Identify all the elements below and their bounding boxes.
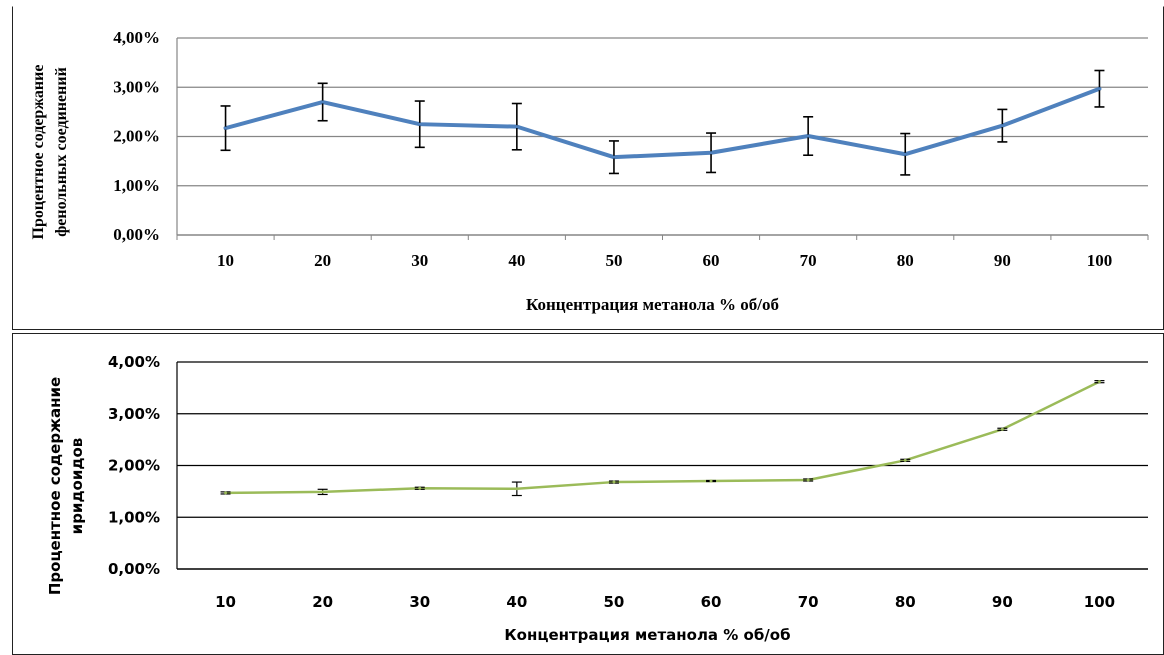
top-data-point xyxy=(224,126,228,130)
bottom-x-tick-label: 40 xyxy=(506,593,527,611)
bottom-data-point xyxy=(1097,380,1101,384)
top-data-point xyxy=(1000,124,1004,128)
bottom-x-tick-label: 30 xyxy=(409,593,430,611)
top-data-point xyxy=(515,125,519,129)
top-data-point xyxy=(806,134,810,138)
bottom-data-point xyxy=(806,478,810,482)
top-data-point xyxy=(612,155,616,159)
bottom-x-tick-label: 100 xyxy=(1084,593,1115,611)
bottom-x-tick-label: 80 xyxy=(895,593,916,611)
top-data-point xyxy=(1097,87,1101,91)
bottom-data-point xyxy=(321,490,325,494)
bottom-x-tick-label: 60 xyxy=(701,593,722,611)
bottom-x-tick-label: 10 xyxy=(215,593,236,611)
bottom-data-point xyxy=(903,458,907,462)
bottom-series-line xyxy=(224,380,1101,495)
top-data-point xyxy=(321,100,325,104)
bottom-y-tick-label: 2,00% xyxy=(108,457,160,475)
bottom-x-tick-label: 50 xyxy=(604,593,625,611)
bottom-y-tick-label: 0,00% xyxy=(108,560,160,578)
top-series-line xyxy=(223,86,1102,160)
bottom-x-tick-label: 70 xyxy=(798,593,819,611)
bottom-y-tick-label: 4,00% xyxy=(108,353,160,371)
bottom-data-point xyxy=(418,486,422,490)
bottom-y-tick-label: 1,00% xyxy=(108,508,160,526)
bottom-x-axis-title: Концентрация метанола % об/об xyxy=(504,626,790,644)
bottom-y-tick-label: 3,00% xyxy=(108,405,160,423)
bottom-data-point xyxy=(709,479,713,483)
top-data-point xyxy=(709,151,713,155)
bottom-data-point xyxy=(612,480,616,484)
bottom-y-axis-title-line: иридоидов xyxy=(68,438,86,535)
bottom-x-tick-label: 20 xyxy=(312,593,333,611)
bottom-data-point xyxy=(515,487,519,491)
top-data-point xyxy=(903,152,907,156)
bottom-data-point xyxy=(1000,427,1004,431)
bottom-y-axis-title-line: Процентное содержание xyxy=(46,377,64,595)
top-data-point xyxy=(418,122,422,126)
bottom-x-tick-label: 90 xyxy=(992,593,1013,611)
bottom-data-point xyxy=(224,491,228,495)
